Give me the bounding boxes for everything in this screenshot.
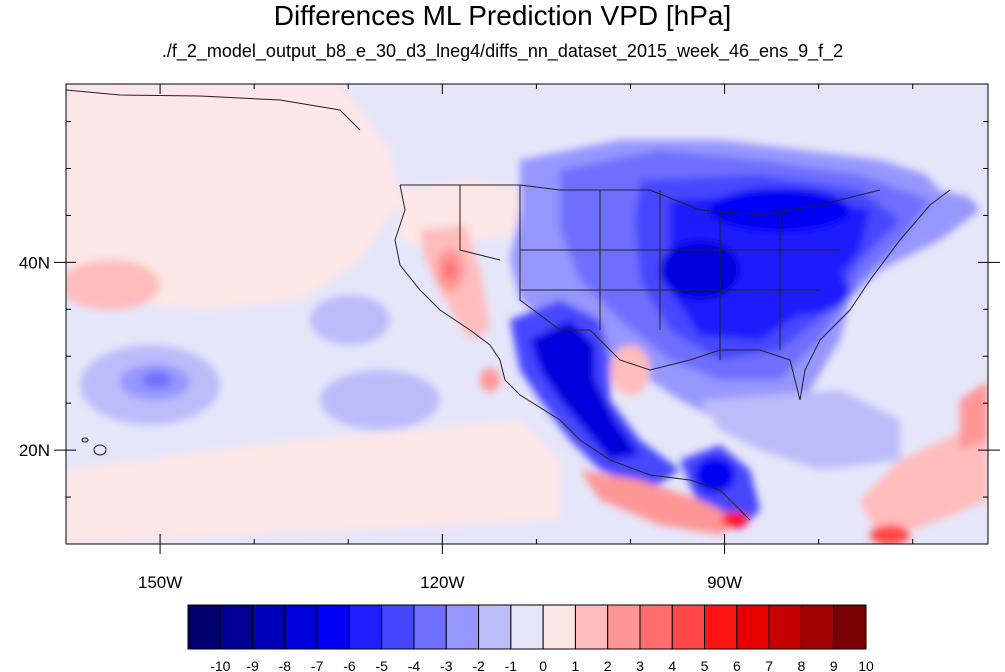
- colorbar-label: -1: [505, 658, 518, 672]
- colorbar-label: 0: [539, 658, 547, 672]
- plot-frame: [65, 83, 989, 545]
- colorbar-swatch: [574, 604, 609, 650]
- y-tick-labels: 40N 20N: [19, 253, 50, 460]
- colorbar-label: -10: [210, 658, 230, 672]
- coastlines: [66, 89, 951, 521]
- colorbar-label: -3: [440, 658, 453, 672]
- colorbar-labels: -10 -9 -8 -7 -6 -5 -4 -3 -2 -1 0 1 2 3 4 5 6 7 8 9 10: [210, 658, 874, 672]
- colorbar-label: -6: [343, 658, 356, 672]
- colorbar-swatch: [348, 604, 383, 650]
- colorbar-label: 9: [830, 658, 838, 672]
- colorbar-label: -4: [408, 658, 421, 672]
- colorbar-swatch: [768, 604, 802, 650]
- colorbar-swatch: [671, 604, 706, 650]
- colorbar-label: 1: [572, 658, 580, 672]
- chart-title: Differences ML Prediction VPD [hPa]: [273, 0, 732, 31]
- colorbar-swatch: [252, 604, 286, 650]
- colorbar-label: 5: [701, 658, 709, 672]
- colorbar-swatch: [607, 604, 641, 650]
- colorbar-swatch: [284, 604, 318, 650]
- colorbar-label: 8: [798, 658, 806, 672]
- x-tick-label: 150W: [138, 573, 182, 592]
- colorbar-swatch: [833, 604, 867, 650]
- colorbar-label: 7: [765, 658, 773, 672]
- colorbar-swatch: [510, 604, 544, 650]
- colorbar-label: -8: [279, 658, 292, 672]
- colorbar-label: 3: [636, 658, 644, 672]
- colorbar-swatch: [316, 604, 350, 650]
- colorbar-label: -2: [472, 658, 485, 672]
- x-tick-label: 90W: [707, 573, 742, 592]
- colorbar-label: 6: [733, 658, 741, 672]
- colorbar-swatch: [219, 604, 254, 650]
- colorbar-swatch: [736, 604, 770, 650]
- colorbar-label: -9: [246, 658, 259, 672]
- colorbar-label: 4: [668, 658, 676, 672]
- colorbar-swatch: [800, 604, 835, 650]
- colorbar-swatch: [445, 604, 480, 650]
- colorbar-swatch: [704, 604, 738, 650]
- colorbar-swatch: [478, 604, 512, 650]
- x-tick-labels: 150W 120W 90W: [138, 573, 742, 592]
- field-pacific-pink: [66, 84, 400, 310]
- colorbar-label: -5: [375, 658, 388, 672]
- y-tick-label: 20N: [19, 441, 50, 460]
- colorbar-label: 10: [858, 658, 874, 672]
- colorbar-swatch: [542, 604, 576, 650]
- colorbar-swatch: [413, 604, 447, 650]
- colorbar-swatch: [381, 604, 415, 650]
- axis-ticks: [54, 84, 1000, 554]
- field-pacific-pink2: [66, 260, 160, 310]
- colorbar-swatch: [639, 604, 673, 650]
- colorbar-label: -7: [311, 658, 324, 672]
- colorbar-swatch: [187, 604, 221, 650]
- map-field: [66, 84, 988, 544]
- chart-subtitle: ./f_2_model_output_b8_e_30_d3_lneg4/diff…: [161, 41, 844, 61]
- colorbar-label: 2: [604, 658, 612, 672]
- field-south-pink: [66, 420, 560, 544]
- colorbar: [187, 604, 867, 650]
- field-yucatan-red: [580, 470, 740, 535]
- x-tick-label: 120W: [420, 573, 464, 592]
- y-tick-label: 40N: [19, 253, 50, 272]
